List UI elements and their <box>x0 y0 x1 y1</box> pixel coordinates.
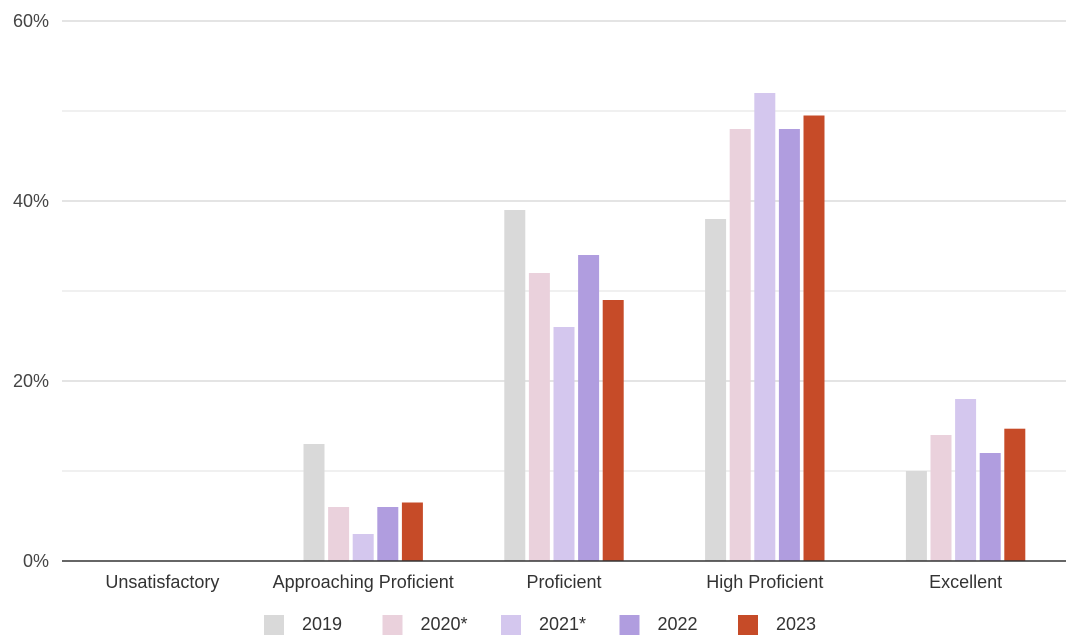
x-category-label: Proficient <box>526 572 601 592</box>
x-category-label: High Proficient <box>706 572 823 592</box>
legend-swatch <box>738 615 758 635</box>
bar <box>955 399 977 561</box>
bar <box>328 507 350 561</box>
bar <box>504 210 526 561</box>
bar <box>729 129 751 561</box>
y-tick-label: 40% <box>13 191 49 211</box>
bar <box>377 507 399 561</box>
legend-swatch <box>382 615 403 635</box>
bar <box>553 327 575 561</box>
legend-label: 2019 <box>302 614 342 634</box>
legend: 2019 2020* 2021* 2022 2023 <box>264 614 816 635</box>
x-category-label: Approaching Proficient <box>273 572 454 592</box>
bar <box>979 453 1001 561</box>
y-axis: 0% 20% 40% 60% <box>13 11 49 571</box>
x-category-label: Excellent <box>929 572 1002 592</box>
bar <box>803 115 825 561</box>
bar <box>778 129 800 561</box>
bar <box>401 502 423 561</box>
legend-label: 2022 <box>658 614 698 634</box>
bar <box>602 300 624 561</box>
legend-swatch <box>501 615 521 635</box>
bar <box>528 273 550 561</box>
x-axis: Unsatisfactory Approaching Proficient Prof… <box>105 572 1002 592</box>
bars <box>303 93 1026 561</box>
y-tick-label: 60% <box>13 11 49 31</box>
bar <box>578 255 600 561</box>
bar <box>754 93 776 561</box>
legend-swatch <box>264 615 284 635</box>
legend-label: 2023 <box>776 614 816 634</box>
legend-label: 2020* <box>421 614 468 634</box>
bar <box>303 444 325 561</box>
bar <box>930 435 952 561</box>
bar <box>705 219 727 561</box>
bar <box>905 471 927 561</box>
legend-swatch <box>619 615 640 635</box>
grid-lines <box>62 20 1066 472</box>
bar <box>1004 428 1026 561</box>
legend-label: 2021* <box>539 614 586 634</box>
x-category-label: Unsatisfactory <box>105 572 219 592</box>
y-tick-label: 20% <box>13 371 49 391</box>
bar <box>352 534 374 561</box>
y-tick-label: 0% <box>23 551 49 571</box>
